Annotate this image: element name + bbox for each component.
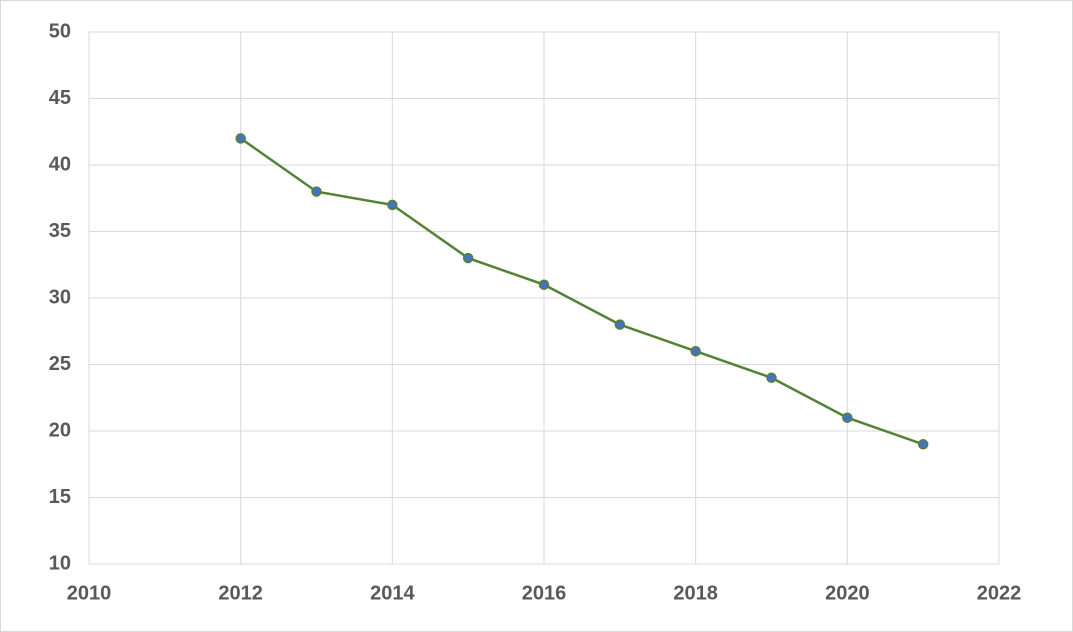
x-tick-label: 2022 [977,582,1022,604]
y-tick-label: 25 [49,353,71,375]
data-point [614,319,626,330]
x-tick-label: 2020 [825,582,870,604]
data-point [842,412,853,423]
y-tick-label: 10 [49,552,71,574]
data-point [766,372,777,384]
data-point [462,252,474,264]
x-tick-label: 2016 [522,582,567,604]
y-tick-label: 35 [49,220,71,242]
y-tick-label: 50 [49,20,71,42]
y-tick-label: 20 [49,419,71,441]
y-tick-label: 45 [49,87,71,109]
x-tick-label: 2012 [218,582,263,604]
y-tick-label: 30 [49,286,71,308]
data-point [690,345,701,357]
data-point [538,279,550,290]
x-tick-label: 2018 [673,582,718,604]
y-tick-label: 40 [49,153,71,175]
data-point [311,186,322,197]
data-point [917,439,929,450]
data-point [235,133,246,144]
y-tick-label: 15 [49,486,71,508]
x-tick-label: 2010 [67,582,112,604]
data-line [239,137,924,446]
x-tick-label: 2014 [370,582,415,604]
data-point [387,199,398,211]
